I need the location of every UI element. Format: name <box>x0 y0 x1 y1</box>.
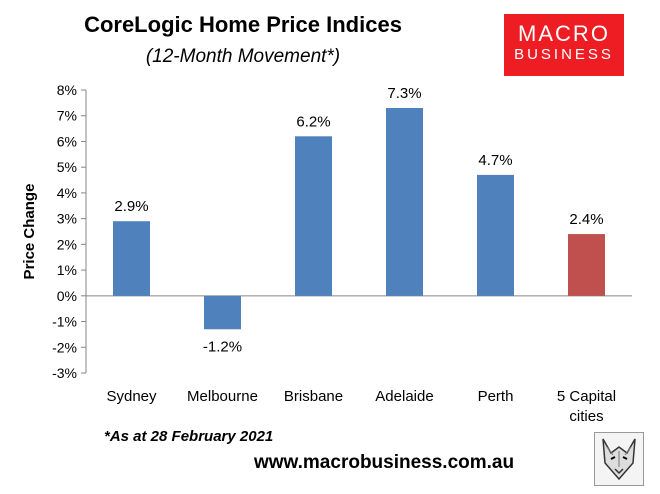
data-label: 7.3% <box>387 85 421 102</box>
y-tick-label: 0% <box>57 288 77 304</box>
chart-subtitle: (12-Month Movement*) <box>145 46 341 67</box>
data-label: -1.2% <box>203 338 242 355</box>
category-label: cities <box>569 408 603 425</box>
category-label: Sydney <box>106 388 157 405</box>
y-tick-label: 1% <box>57 262 77 278</box>
bar-2 <box>295 136 332 296</box>
category-label: Melbourne <box>187 388 258 405</box>
logo-line-2: BUSINESS <box>514 46 614 63</box>
y-tick-label: -3% <box>52 365 77 381</box>
macro-business-logo: MACRO BUSINESS <box>504 14 624 76</box>
website-url[interactable]: www.macrobusiness.com.au <box>254 452 515 473</box>
logo-line-1: MACRO <box>518 21 610 46</box>
data-label: 2.4% <box>569 211 603 228</box>
data-label: 6.2% <box>296 113 330 130</box>
bar-5 <box>568 234 605 296</box>
category-label: Brisbane <box>284 388 343 405</box>
y-tick-label: 8% <box>57 82 77 98</box>
category-label: Adelaide <box>375 388 433 405</box>
wolf-logo-icon <box>594 432 644 486</box>
y-tick-label: 6% <box>57 133 77 149</box>
y-axis-title: Price Change <box>21 184 38 280</box>
data-label: 4.7% <box>478 152 512 169</box>
footnote: *As at 28 February 2021 <box>104 428 274 445</box>
bar-3 <box>386 108 423 296</box>
y-tick-label: 7% <box>57 108 77 124</box>
y-tick-label: -2% <box>52 339 77 355</box>
y-tick-label: 2% <box>57 236 77 252</box>
data-label: 2.9% <box>114 198 148 215</box>
bar-0 <box>113 221 150 296</box>
y-tick-label: 3% <box>57 211 77 227</box>
y-tick-label: -1% <box>52 314 77 330</box>
category-label: 5 Capital <box>557 388 616 405</box>
bar-4 <box>477 174 514 296</box>
bar-1 <box>204 295 241 330</box>
chart-title: CoreLogic Home Price Indices <box>84 12 402 37</box>
y-tick-label: 4% <box>57 185 77 201</box>
y-tick-label: 5% <box>57 159 77 175</box>
category-label: Perth <box>478 388 514 405</box>
